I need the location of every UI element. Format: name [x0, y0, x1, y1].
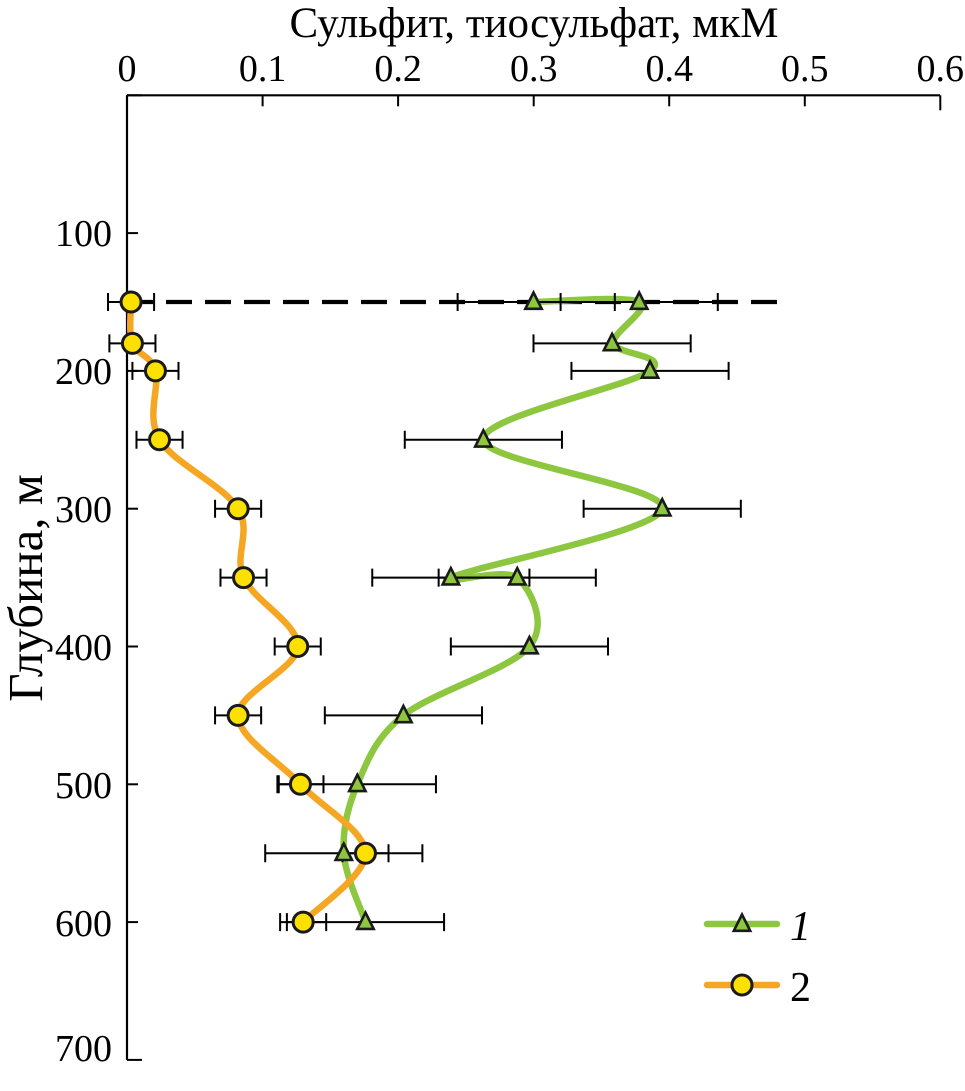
- svg-text:0: 0: [118, 48, 137, 90]
- svg-text:1: 1: [790, 904, 811, 950]
- svg-text:300: 300: [55, 489, 112, 531]
- svg-text:600: 600: [55, 903, 112, 945]
- svg-text:700: 700: [55, 1028, 112, 1070]
- svg-text:100: 100: [55, 213, 112, 255]
- svg-text:0.3: 0.3: [510, 48, 558, 90]
- svg-text:500: 500: [55, 765, 112, 807]
- svg-text:200: 200: [55, 351, 112, 393]
- svg-text:400: 400: [55, 627, 112, 669]
- svg-text:0.5: 0.5: [781, 48, 829, 90]
- svg-text:Глубина, м: Глубина, м: [0, 474, 53, 702]
- svg-text:0.6: 0.6: [917, 48, 965, 90]
- svg-text:0.4: 0.4: [645, 48, 693, 90]
- svg-text:Сульфит, тиосульфат, мкМ: Сульфит, тиосульфат, мкМ: [289, 0, 778, 47]
- svg-text:2: 2: [790, 965, 811, 1011]
- svg-text:0.1: 0.1: [239, 48, 287, 90]
- svg-text:0.2: 0.2: [374, 48, 422, 90]
